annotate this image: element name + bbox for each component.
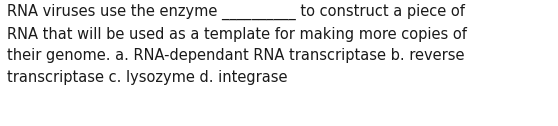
Text: RNA viruses use the enzyme __________ to construct a piece of
RNA that will be u: RNA viruses use the enzyme __________ to… [7, 4, 467, 85]
